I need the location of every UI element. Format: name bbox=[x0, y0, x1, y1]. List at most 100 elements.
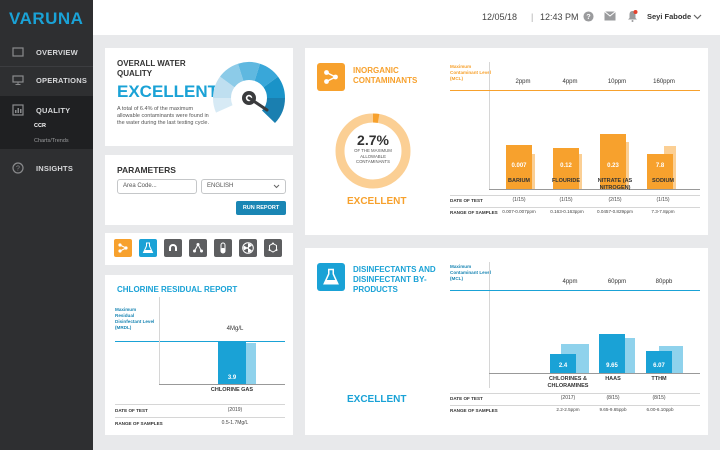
axis-line bbox=[489, 262, 490, 388]
inorganic-status: EXCELLENT bbox=[347, 196, 407, 207]
tube-icon[interactable] bbox=[214, 239, 232, 257]
subnav-ccr[interactable]: CCR bbox=[34, 123, 46, 129]
range-label: RANGE OF SAMPLES bbox=[450, 210, 498, 215]
inorganic-bar-3 bbox=[647, 154, 673, 189]
disinfectant-value-1: 9.65 bbox=[606, 363, 618, 369]
row-divider bbox=[115, 417, 285, 418]
chart-icon bbox=[11, 103, 25, 117]
run-report-button[interactable]: RUN REPORT bbox=[236, 201, 286, 215]
mrdl-label: Maximum Residual Disinfectant Level (MRD… bbox=[115, 307, 155, 330]
overall-quality-card: OVERALL WATER QUALITY EXCELLENT A total … bbox=[105, 48, 293, 146]
range-label: RANGE OF SAMPLES bbox=[115, 421, 163, 426]
parameters-title: PARAMETERS bbox=[117, 165, 176, 175]
app-logo[interactable]: VARUNA bbox=[9, 9, 84, 28]
row-divider bbox=[450, 207, 700, 208]
inorganic-bar-0 bbox=[506, 145, 532, 189]
sidebar-item-label: INSIGHTS bbox=[36, 163, 74, 173]
sidebar-item-operations[interactable]: OPERATIONS bbox=[0, 66, 93, 94]
flask-icon[interactable] bbox=[139, 239, 157, 257]
mail-icon[interactable] bbox=[604, 10, 616, 22]
inorganic-category-1: FLOURIDE bbox=[551, 178, 581, 184]
disinfectants-status: EXCELLENT bbox=[347, 394, 407, 405]
disinfectant-bar-0 bbox=[550, 354, 576, 373]
inorganic-range-0: 0.007-0.007ppm bbox=[502, 209, 536, 214]
inorganic-date-3: (1/15) bbox=[656, 197, 670, 203]
disinfectant-value-2: 6.07 bbox=[653, 363, 665, 369]
inorganic-value-1: 0.12 bbox=[560, 163, 572, 169]
disinfectant-date-2: (8/15) bbox=[652, 395, 666, 401]
disinfectant-category-0: CHLORINES & CHLORAMINES bbox=[547, 376, 589, 389]
language-select[interactable]: ENGLISH bbox=[201, 179, 286, 194]
subnav-charts-trends[interactable]: Charts/Trends bbox=[34, 138, 69, 144]
mcl-line bbox=[450, 290, 700, 291]
overall-status: EXCELLENT bbox=[117, 82, 219, 101]
range-value: 0.5-1.7Mg/L bbox=[221, 420, 249, 426]
inorganic-percent: 2.7% bbox=[357, 132, 389, 148]
help-icon: ? bbox=[11, 161, 25, 175]
row-divider bbox=[450, 393, 700, 394]
sidebar-item-quality[interactable]: QUALITY bbox=[0, 96, 93, 124]
flask-icon bbox=[317, 263, 345, 291]
bell-icon[interactable] bbox=[626, 10, 638, 22]
mcl-label: Maximum Contaminant Level (MCL) bbox=[450, 64, 492, 81]
sidebar-item-label: OPERATIONS bbox=[36, 75, 88, 85]
range-label: RANGE OF SAMPLES bbox=[450, 408, 498, 413]
date-label: DATE OF TEST bbox=[450, 198, 483, 203]
baseline bbox=[489, 373, 700, 374]
disinfectant-date-1: (8/15) bbox=[606, 395, 620, 401]
disinfectants-title: DISINFECTANTS AND DISINFECTANT BY-PRODUC… bbox=[353, 265, 436, 294]
mcl-label: Maximum Contaminant Level (MCL) bbox=[450, 264, 492, 281]
category-icon-row bbox=[105, 233, 293, 265]
network-icon[interactable] bbox=[189, 239, 207, 257]
header-time: 12:43 PM bbox=[540, 12, 579, 22]
svg-text:?: ? bbox=[586, 12, 591, 21]
inorganic-bar-1 bbox=[553, 148, 579, 189]
user-name[interactable]: Seyi Fabode bbox=[647, 12, 692, 21]
inorganic-limit-0: 2ppm bbox=[515, 79, 531, 85]
disinfectant-date-0: (2017) bbox=[560, 395, 576, 401]
sidebar-item-insights[interactable]: ? INSIGHTS bbox=[0, 154, 93, 182]
hexagon-molecule-icon[interactable] bbox=[264, 239, 282, 257]
sidebar-item-label: QUALITY bbox=[36, 105, 71, 115]
inorganic-range-3: 7.3-7.8ppm bbox=[651, 209, 675, 214]
inorganic-value-0: 0.007 bbox=[511, 163, 527, 169]
divider bbox=[0, 66, 93, 67]
chlorine-column-head: 4Mg/L bbox=[226, 326, 244, 332]
inorganic-date-0: (1/15) bbox=[512, 197, 526, 203]
inorganic-percent-caption: OF THE MAXIMUM ALLOWABLE CONTAMINANTS bbox=[354, 148, 392, 164]
inorganic-card: INORGANIC CONTAMINANTS 2.7% OF THE MAXIM… bbox=[305, 48, 708, 235]
chlorine-bar bbox=[218, 341, 246, 384]
disinfectant-range-0: 2.2-2.5ppm bbox=[556, 407, 580, 412]
header-separator: | bbox=[531, 12, 534, 22]
sidebar: VARUNA OVERVIEW OPERATIONS QUALITY CCR C… bbox=[0, 0, 93, 450]
row-divider bbox=[450, 195, 700, 196]
language-value: ENGLISH bbox=[207, 183, 234, 189]
magnet-icon[interactable] bbox=[164, 239, 182, 257]
sidebar-item-overview[interactable]: OVERVIEW bbox=[0, 38, 93, 66]
disinfectant-category-2: TTHM bbox=[651, 376, 667, 382]
disinfectant-limit-2: 80ppb bbox=[655, 279, 673, 285]
area-code-input[interactable]: Area Code... bbox=[117, 179, 197, 194]
inorganic-limit-2: 10ppm bbox=[607, 79, 627, 85]
svg-text:?: ? bbox=[16, 166, 20, 173]
chevron-down-icon[interactable] bbox=[691, 11, 703, 23]
molecule-icon bbox=[317, 63, 345, 91]
parameters-card: PARAMETERS Area Code... ENGLISH RUN REPO… bbox=[105, 155, 293, 225]
disinfectant-bar-1 bbox=[599, 334, 625, 373]
radiation-icon[interactable] bbox=[239, 239, 257, 257]
disinfectant-value-0: 2.4 bbox=[558, 363, 568, 369]
inorganic-category-2: NITRATE (AS NITROGEN) bbox=[597, 178, 633, 191]
disinfectant-range-1: 9.65-9.65ppb bbox=[599, 407, 627, 412]
inorganic-value-2: 0.23 bbox=[607, 163, 619, 169]
inorganic-range-2: 0.0457-0.829ppm bbox=[596, 209, 633, 214]
home-icon bbox=[11, 45, 25, 59]
sidebar-item-label: OVERVIEW bbox=[36, 47, 78, 57]
molecule-icon[interactable] bbox=[114, 239, 132, 257]
inorganic-title: INORGANIC CONTAMINANTS bbox=[353, 66, 418, 85]
help-circle-icon[interactable]: ? bbox=[582, 10, 594, 22]
chlorine-bar-limit bbox=[246, 343, 256, 384]
disinfectants-card: DISINFECTANTS AND DISINFECTANT BY-PRODUC… bbox=[305, 248, 708, 435]
mrdl-line bbox=[115, 341, 285, 342]
header-date: 12/05/18 bbox=[482, 12, 518, 22]
axis-line bbox=[159, 297, 160, 385]
